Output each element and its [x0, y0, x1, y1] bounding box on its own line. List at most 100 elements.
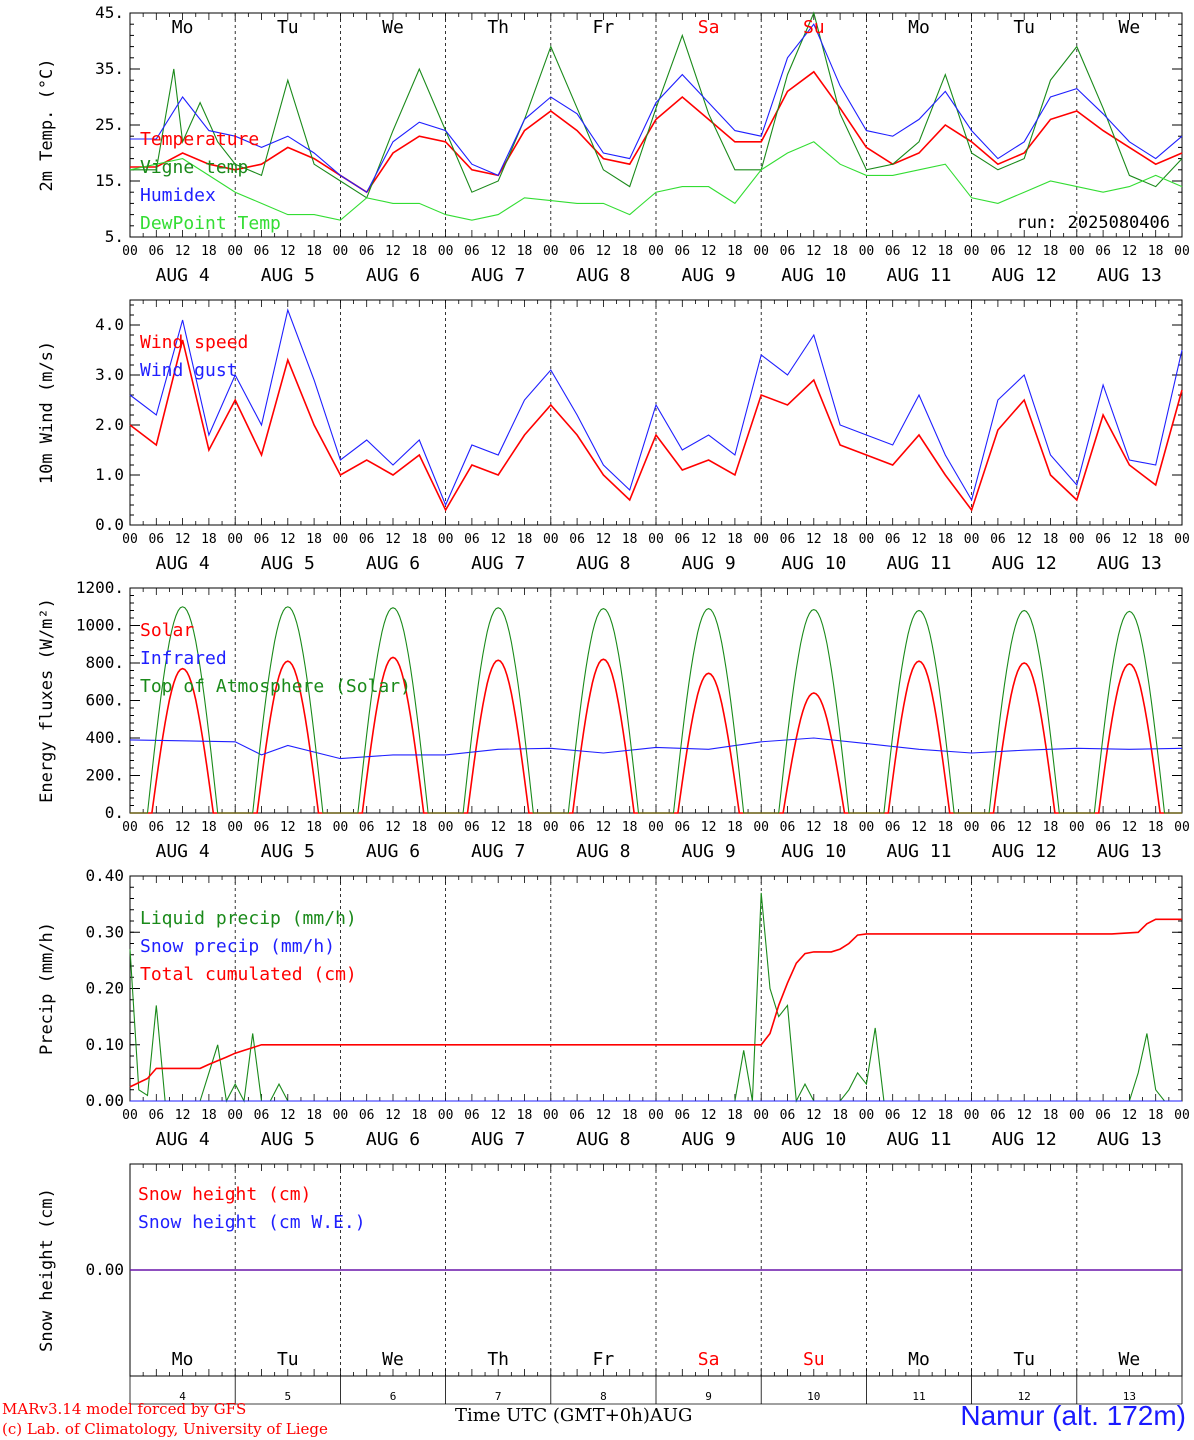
- weekday-label: We: [1119, 17, 1141, 38]
- hour-tick-label: 12: [385, 244, 401, 259]
- weekday-label: Fr: [593, 1349, 615, 1370]
- date-label: AUG 5: [261, 1129, 315, 1150]
- hour-tick-label: 12: [1122, 1108, 1138, 1123]
- hour-tick-label: 06: [464, 532, 480, 547]
- hour-tick-label: 18: [622, 244, 638, 259]
- hour-tick-label: 12: [280, 532, 296, 547]
- hour-tick-label: 12: [280, 244, 296, 259]
- hour-tick-label: 06: [254, 820, 270, 835]
- date-label: AUG 8: [576, 265, 630, 286]
- hour-tick-label: 12: [911, 244, 927, 259]
- date-label: AUG 11: [886, 841, 951, 862]
- hour-tick-label: 00: [964, 532, 980, 547]
- date-label: AUG 9: [682, 265, 736, 286]
- hour-tick-label: 18: [411, 244, 427, 259]
- series-line-humidex: [130, 23, 1183, 193]
- weekday-label: Tu: [277, 1349, 299, 1370]
- hour-tick-label: 18: [517, 244, 533, 259]
- hour-tick-label: 06: [990, 532, 1006, 547]
- date-label: AUG 9: [682, 841, 736, 862]
- hour-tick-label: 06: [254, 532, 270, 547]
- hour-tick-label: 00: [1174, 1108, 1190, 1123]
- hour-tick-label: 00: [964, 244, 980, 259]
- hour-tick-label: 12: [490, 820, 506, 835]
- hour-tick-label: 12: [701, 244, 717, 259]
- run-annotation: run: 2025080406: [1016, 213, 1170, 233]
- hour-tick-label: 12: [385, 1108, 401, 1123]
- day-number-label: 10: [807, 1390, 820, 1403]
- weekday-label: Mo: [172, 17, 194, 38]
- date-label: AUG 10: [781, 1129, 846, 1150]
- hour-tick-label: 12: [806, 532, 822, 547]
- x-axis-title: Time UTC (GMT+0h)AUG: [455, 1405, 693, 1426]
- y-tick-label: 5.: [105, 227, 124, 246]
- day-number-label: 8: [600, 1390, 607, 1403]
- date-label: AUG 5: [261, 841, 315, 862]
- day-number-label: 4: [179, 1390, 186, 1403]
- y-tick-label: 1200.: [76, 578, 124, 597]
- hour-tick-label: 12: [1122, 820, 1138, 835]
- hour-tick-label: 06: [359, 244, 375, 259]
- hour-tick-label: 00: [859, 244, 875, 259]
- y-tick-label: 45.: [95, 3, 124, 22]
- hour-tick-label: 00: [227, 1108, 243, 1123]
- hour-tick-label: 18: [306, 820, 322, 835]
- weekday-label: Sa: [698, 17, 720, 38]
- hour-tick-label: 00: [964, 1108, 980, 1123]
- hour-tick-label: 18: [832, 820, 848, 835]
- hour-tick-label: 12: [806, 244, 822, 259]
- hour-tick-label: 00: [122, 244, 138, 259]
- hour-tick-label: 00: [438, 820, 454, 835]
- hour-tick-label: 06: [1095, 1108, 1111, 1123]
- hour-tick-label: 18: [1043, 1108, 1059, 1123]
- hour-tick-label: 06: [254, 244, 270, 259]
- hour-tick-label: 18: [832, 532, 848, 547]
- hour-tick-label: 06: [780, 820, 796, 835]
- hour-tick-label: 00: [1174, 244, 1190, 259]
- y-tick-label: 0.0: [95, 515, 124, 534]
- hour-tick-label: 12: [1016, 1108, 1032, 1123]
- hour-tick-label: 12: [175, 532, 191, 547]
- hour-tick-label: 18: [517, 820, 533, 835]
- hour-tick-label: 06: [990, 244, 1006, 259]
- credit-line-1: MARv3.14 model forced by GFS: [2, 1400, 247, 1418]
- hour-tick-label: 00: [333, 532, 349, 547]
- y-tick-label: 15.: [95, 171, 124, 190]
- hour-tick-label: 06: [885, 1108, 901, 1123]
- y-tick-label: 0.00: [85, 1260, 124, 1279]
- date-label: AUG 4: [156, 553, 210, 574]
- date-label: AUG 12: [992, 265, 1057, 286]
- hour-tick-label: 00: [1174, 820, 1190, 835]
- date-label: AUG 6: [366, 553, 420, 574]
- panel-frame: [129, 12, 1183, 238]
- hour-tick-label: 18: [622, 532, 638, 547]
- date-label: AUG 10: [781, 841, 846, 862]
- hour-tick-label: 18: [411, 1108, 427, 1123]
- hour-tick-label: 06: [990, 1108, 1006, 1123]
- series-line-top-of-atmosphere-solar-: [130, 606, 1182, 814]
- hour-tick-label: 12: [701, 820, 717, 835]
- legend-entry: Wind speed: [140, 332, 248, 353]
- panel-5: [129, 1163, 1183, 1377]
- date-label: AUG 7: [471, 553, 525, 574]
- hour-tick-label: 18: [517, 532, 533, 547]
- date-label: AUG 11: [886, 553, 951, 574]
- hour-tick-label: 00: [122, 1108, 138, 1123]
- date-label: AUG 10: [781, 265, 846, 286]
- legend-entry: Snow precip (mm/h): [140, 936, 335, 957]
- series-line-dewpoint-temp: [129, 141, 1183, 221]
- day-number-label: 11: [912, 1390, 925, 1403]
- weekday-label: We: [382, 17, 404, 38]
- hour-tick-label: 18: [937, 244, 953, 259]
- hour-tick-label: 12: [1016, 244, 1032, 259]
- station-name: Namur (alt. 172m): [960, 1400, 1186, 1431]
- hour-tick-label: 00: [753, 1108, 769, 1123]
- hour-tick-label: 18: [306, 1108, 322, 1123]
- hour-tick-label: 06: [359, 820, 375, 835]
- hour-tick-label: 12: [385, 820, 401, 835]
- day-number-label: 9: [705, 1390, 712, 1403]
- hour-tick-label: 12: [596, 820, 612, 835]
- hour-tick-label: 06: [674, 820, 690, 835]
- hour-tick-label: 18: [201, 820, 217, 835]
- hour-tick-label: 12: [1122, 532, 1138, 547]
